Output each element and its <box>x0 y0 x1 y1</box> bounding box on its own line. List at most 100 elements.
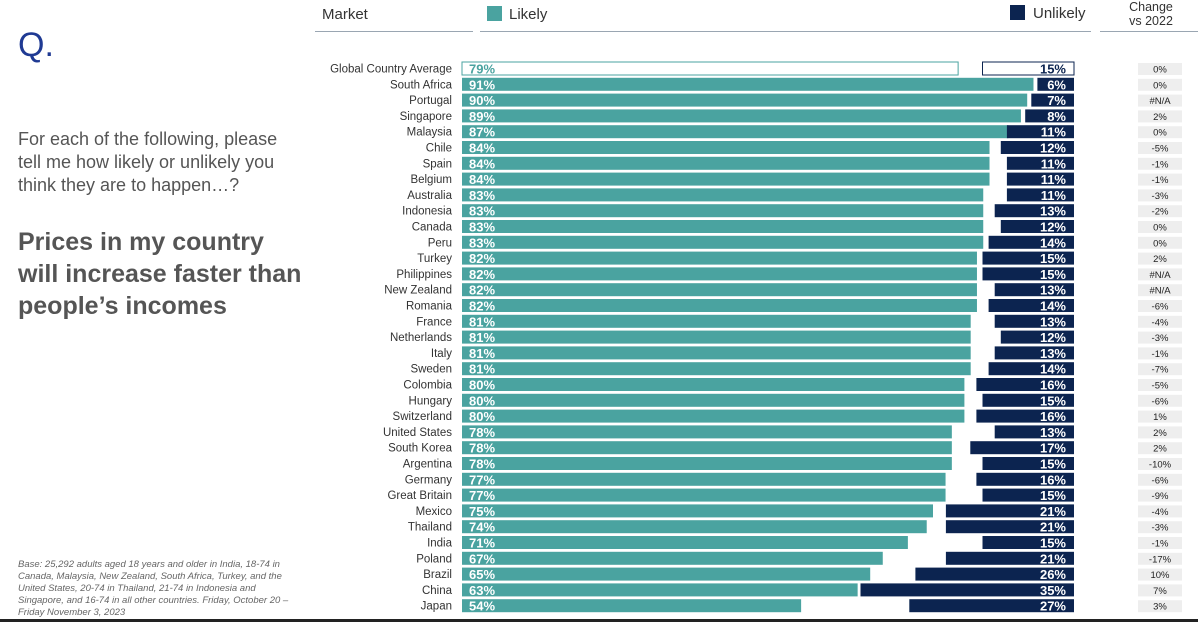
unlikely-bar <box>994 425 1074 439</box>
market-label: Romania <box>406 301 453 313</box>
likely-bar <box>462 299 977 312</box>
market-label: Hungary <box>409 395 453 407</box>
unlikely-bar <box>988 235 1074 249</box>
change-value-label: #N/A <box>1149 96 1171 107</box>
likely-bar <box>462 125 1009 139</box>
likely-bar <box>462 425 952 439</box>
unlikely-value-label: 21% <box>1040 520 1066 535</box>
market-label: France <box>416 316 452 328</box>
market-label: Japan <box>421 601 452 613</box>
change-cell <box>1138 505 1182 518</box>
market-label: China <box>422 585 453 597</box>
likely-value-label: 54% <box>469 599 495 614</box>
page-bottom-rule <box>0 619 1198 622</box>
likely-value-label: 83% <box>469 235 495 250</box>
market-label: Indonesia <box>402 206 452 218</box>
market-label: Portugal <box>409 95 452 107</box>
likely-value-label: 65% <box>469 567 495 582</box>
unlikely-bar <box>1006 156 1074 170</box>
change-cell <box>1138 521 1182 534</box>
unlikely-value-label: 15% <box>1040 251 1066 266</box>
likely-bar <box>462 457 952 470</box>
unlikely-bar <box>982 251 1074 265</box>
likely-value-label: 84% <box>469 141 495 156</box>
likely-value-label: 80% <box>469 378 495 393</box>
market-label: Turkey <box>417 253 452 265</box>
change-value-label: -10% <box>1149 460 1172 471</box>
unlikely-value-label: 35% <box>1040 583 1066 598</box>
change-cell <box>1138 236 1182 249</box>
market-label: Australia <box>407 190 452 202</box>
change-cell <box>1138 552 1182 565</box>
unlikely-bar <box>1031 93 1074 107</box>
likely-value-label: 90% <box>469 93 495 108</box>
change-cell <box>1138 78 1182 91</box>
likely-value-label: 71% <box>469 536 495 551</box>
likely-value-label: 74% <box>469 520 495 535</box>
likely-value-label: 81% <box>469 346 495 361</box>
change-cell <box>1138 157 1182 170</box>
change-header: Change vs 2022 <box>1106 0 1196 28</box>
likely-bar <box>462 504 933 518</box>
unlikely-value-label: 15% <box>1040 488 1066 503</box>
unlikely-bar <box>982 536 1074 549</box>
unlikely-bar <box>988 362 1074 376</box>
unlikely-value-label: 7% <box>1047 93 1066 108</box>
change-header-line2: vs 2022 <box>1129 14 1173 28</box>
unlikely-value-label: 15% <box>1040 62 1066 77</box>
change-cell <box>1138 458 1182 470</box>
market-label: Global Country Average <box>330 64 452 76</box>
change-cell <box>1138 284 1182 297</box>
unlikely-value-label: 16% <box>1040 472 1066 487</box>
change-value-label: -3% <box>1152 333 1169 344</box>
change-cell <box>1138 142 1182 154</box>
market-label: Malaysia <box>407 127 453 139</box>
unlikely-value-label: 15% <box>1040 536 1066 551</box>
unlikely-value-label: 15% <box>1040 393 1066 408</box>
change-value-label: -9% <box>1152 491 1169 502</box>
likely-bar <box>462 77 1034 91</box>
unlikely-bar <box>1006 172 1074 186</box>
unlikely-value-label: 12% <box>1040 141 1066 156</box>
unlikely-value-label: 14% <box>1040 299 1066 314</box>
likely-bar <box>462 583 858 597</box>
likely-value-label: 80% <box>469 393 495 408</box>
change-value-label: -1% <box>1152 349 1169 360</box>
market-label: Poland <box>416 553 452 565</box>
likely-bar <box>462 93 1028 107</box>
likely-bar <box>462 314 971 328</box>
unlikely-value-label: 8% <box>1047 109 1066 124</box>
change-cell <box>1138 126 1182 139</box>
unlikely-value-label: 13% <box>1040 204 1066 219</box>
likely-bar <box>462 472 946 486</box>
market-label: Chile <box>426 143 452 155</box>
change-value-label: -1% <box>1152 539 1169 550</box>
question-text: For each of the following, please tell m… <box>18 129 278 195</box>
change-value-label: 2% <box>1153 254 1167 265</box>
market-label: Canada <box>412 222 453 234</box>
change-value-label: 0% <box>1153 223 1167 234</box>
likely-bar <box>462 330 971 344</box>
change-cell <box>1138 300 1182 312</box>
unlikely-bar <box>994 314 1074 328</box>
market-label: Colombia <box>403 380 452 392</box>
market-label: Netherlands <box>390 332 452 344</box>
change-cell <box>1138 568 1182 581</box>
unlikely-bar <box>1000 330 1074 344</box>
change-value-label: -7% <box>1152 365 1169 376</box>
likely-value-label: 84% <box>469 156 495 171</box>
unlikely-bar <box>945 504 1074 518</box>
likely-value-label: 81% <box>469 330 495 345</box>
likely-bar <box>461 61 959 76</box>
header-rule-legend <box>480 31 1091 32</box>
change-value-label: -5% <box>1152 144 1169 155</box>
unlikely-bar <box>976 472 1074 486</box>
likely-bar <box>462 346 971 360</box>
likely-bar <box>462 409 965 423</box>
unlikely-bar <box>945 520 1074 534</box>
unlikely-legend-swatch <box>1010 5 1025 20</box>
unlikely-bar <box>982 488 1074 502</box>
unlikely-bar <box>970 441 1074 455</box>
likely-value-label: 82% <box>469 267 495 282</box>
change-value-label: 0% <box>1153 80 1167 91</box>
